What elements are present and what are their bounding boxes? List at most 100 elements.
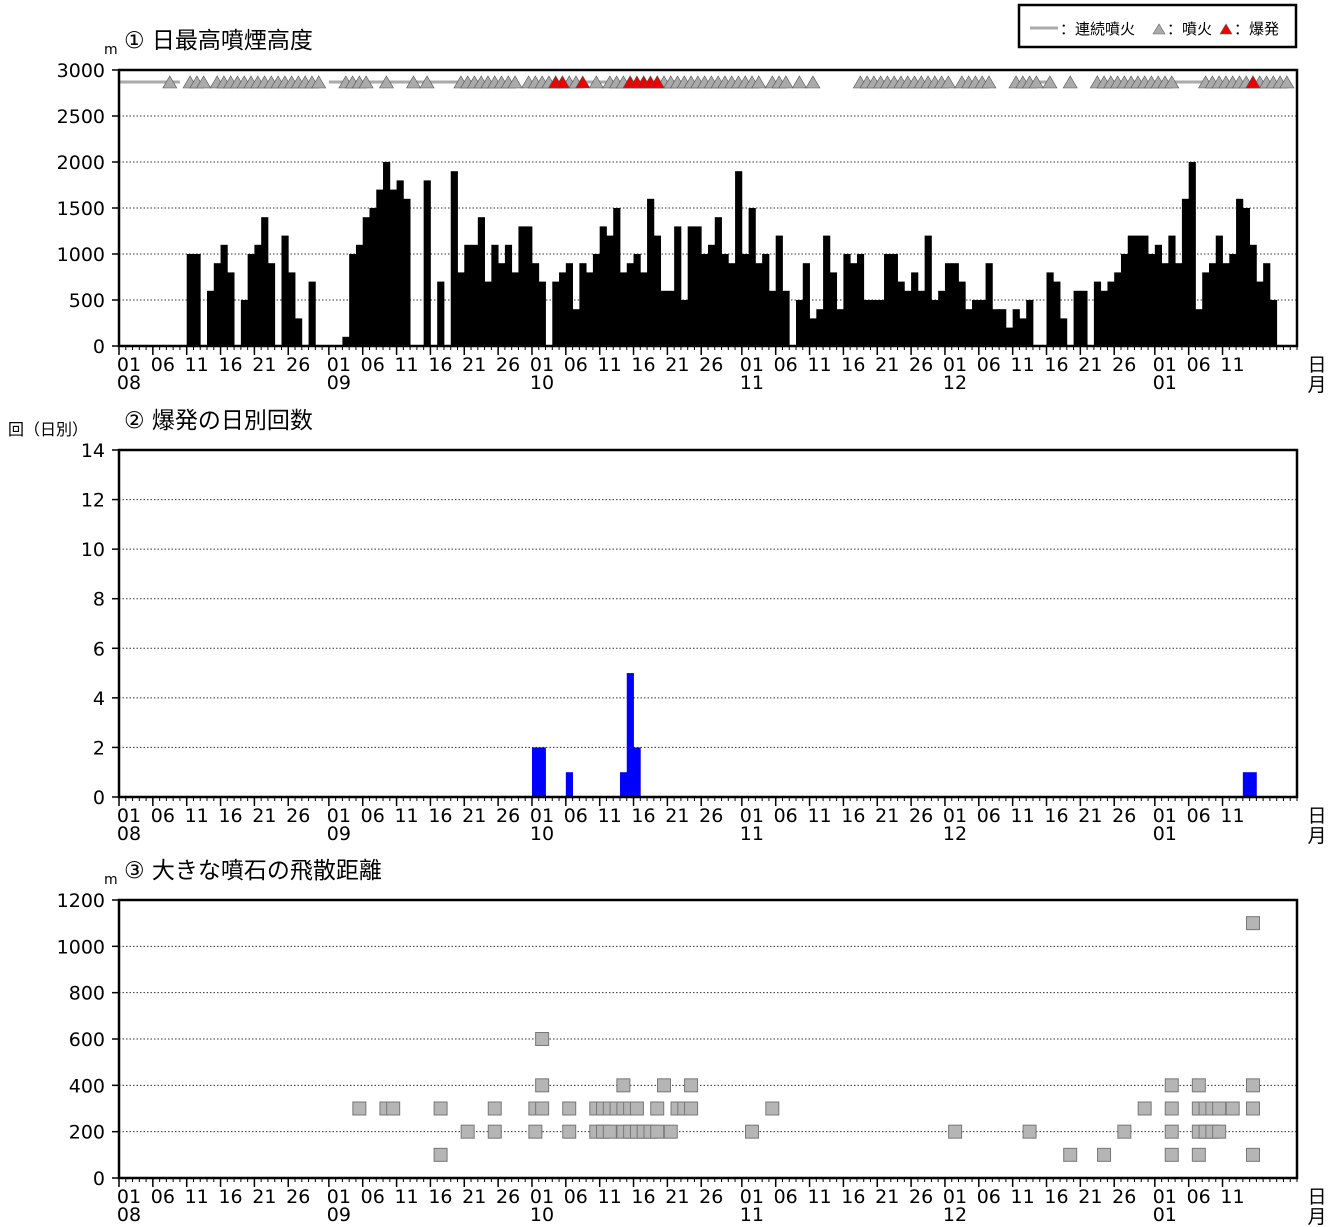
height-bar <box>1181 198 1190 346</box>
height-bar <box>498 263 506 346</box>
x-month-label: 01 <box>1153 1204 1177 1226</box>
x-tick-label: 11 <box>807 1186 831 1208</box>
x-tick-label: 11 <box>1220 805 1244 827</box>
height-bar <box>1208 263 1217 346</box>
eruption-marker <box>162 75 178 89</box>
x-tick-label: 11 <box>807 805 831 827</box>
height-bar <box>423 180 431 346</box>
x-tick-label: 01 <box>117 354 141 376</box>
ballistic-point <box>602 1124 617 1139</box>
x-tick-label: 06 <box>977 1186 1001 1208</box>
x-day-unit: 日 <box>1307 354 1326 376</box>
x-tick-label: 21 <box>462 805 486 827</box>
ballistic-point <box>745 1124 760 1139</box>
x-tick-label: 01 <box>1153 805 1177 827</box>
x-tick-label: 01 <box>327 354 351 376</box>
x-month-label: 12 <box>943 372 967 394</box>
legend-continuous-label: ：連続噴火 <box>1060 20 1135 38</box>
height-bar <box>911 272 919 346</box>
explosion-count-bar <box>626 673 634 797</box>
height-bar <box>1202 272 1210 346</box>
x-tick-label: 11 <box>394 1186 418 1208</box>
y-tick-label: 400 <box>69 1075 105 1097</box>
height-bar <box>1148 254 1156 346</box>
height-bar <box>796 300 804 346</box>
height-bar <box>1053 281 1061 346</box>
explosion-count-frame <box>117 448 1299 799</box>
eruption-marker <box>751 75 767 89</box>
height-bar <box>897 281 905 346</box>
eruption-marker <box>1062 75 1078 89</box>
height-bar <box>944 263 953 346</box>
ballistic-point <box>656 1078 671 1093</box>
height-bar <box>1127 235 1135 346</box>
x-tick-label: 26 <box>496 354 520 376</box>
height-bar <box>762 254 770 346</box>
eruption-marker <box>1164 75 1180 89</box>
height-bar <box>396 180 404 346</box>
x-tick-label: 11 <box>598 354 622 376</box>
x-tick-label: 06 <box>1187 805 1211 827</box>
y-tick-label: 2500 <box>57 106 105 128</box>
x-tick-label: 11 <box>185 354 209 376</box>
ballistic-point <box>684 1078 699 1093</box>
y-tick-label: 500 <box>69 290 105 312</box>
x-tick-label: 16 <box>1044 354 1068 376</box>
x-tick-label: 16 <box>841 1186 865 1208</box>
height-bar <box>450 171 458 346</box>
x-tick-label: 16 <box>428 1186 452 1208</box>
height-bar <box>660 290 668 346</box>
explosion-marker <box>1245 75 1261 89</box>
x-day-unit: 日 <box>1307 1186 1326 1208</box>
height-bar <box>1256 281 1264 346</box>
x-tick-label: 06 <box>774 354 798 376</box>
height-bar <box>213 263 221 346</box>
ballistic-point <box>663 1124 678 1139</box>
ballistic-point <box>1164 1101 1179 1116</box>
y-tick-label: 1000 <box>57 244 105 266</box>
ballistic-point <box>433 1101 448 1116</box>
height-bar <box>626 263 634 346</box>
height-bar <box>288 272 296 346</box>
legend: ：連続噴火 ：噴火 ：爆発 <box>1017 3 1298 49</box>
y-tick-label: 600 <box>69 1029 105 1051</box>
x-tick-label: 21 <box>875 805 899 827</box>
ballistic-point <box>460 1124 475 1139</box>
ballistic-distance-unit: m <box>104 872 118 888</box>
x-tick-label: 21 <box>1078 1186 1102 1208</box>
x-tick-label: 11 <box>1011 354 1035 376</box>
x-tick-label: 01 <box>740 1186 764 1208</box>
height-bar <box>863 300 871 346</box>
x-tick-label: 16 <box>218 354 242 376</box>
x-tick-label: 11 <box>807 354 831 376</box>
x-tick-label: 21 <box>875 354 899 376</box>
height-bar <box>1134 235 1142 346</box>
eruption-marker <box>805 75 821 89</box>
x-tick-label: 26 <box>286 354 310 376</box>
height-bar <box>823 235 831 346</box>
x-tick-label: 01 <box>327 1186 351 1208</box>
y-tick-label: 6 <box>93 638 105 660</box>
x-month-label: 11 <box>740 372 764 394</box>
height-bar <box>389 189 397 346</box>
height-bar <box>924 235 932 346</box>
x-tick-label: 01 <box>117 805 141 827</box>
x-tick-label: 21 <box>252 354 276 376</box>
height-bar <box>856 254 865 346</box>
height-bar <box>674 226 682 346</box>
y-tick-label: 1500 <box>57 198 105 220</box>
x-tick-label: 16 <box>1044 805 1068 827</box>
x-tick-label: 21 <box>875 1186 899 1208</box>
x-month-label: 08 <box>117 823 141 845</box>
height-bar <box>1229 254 1237 346</box>
x-tick-label: 01 <box>1153 354 1177 376</box>
height-bar <box>1080 290 1088 346</box>
eruption-marker <box>311 75 327 89</box>
height-bar <box>457 272 465 346</box>
x-tick-label: 06 <box>1187 1186 1211 1208</box>
x-tick-label: 11 <box>1220 354 1244 376</box>
x-tick-label: 26 <box>1112 805 1136 827</box>
height-bar <box>437 281 445 346</box>
